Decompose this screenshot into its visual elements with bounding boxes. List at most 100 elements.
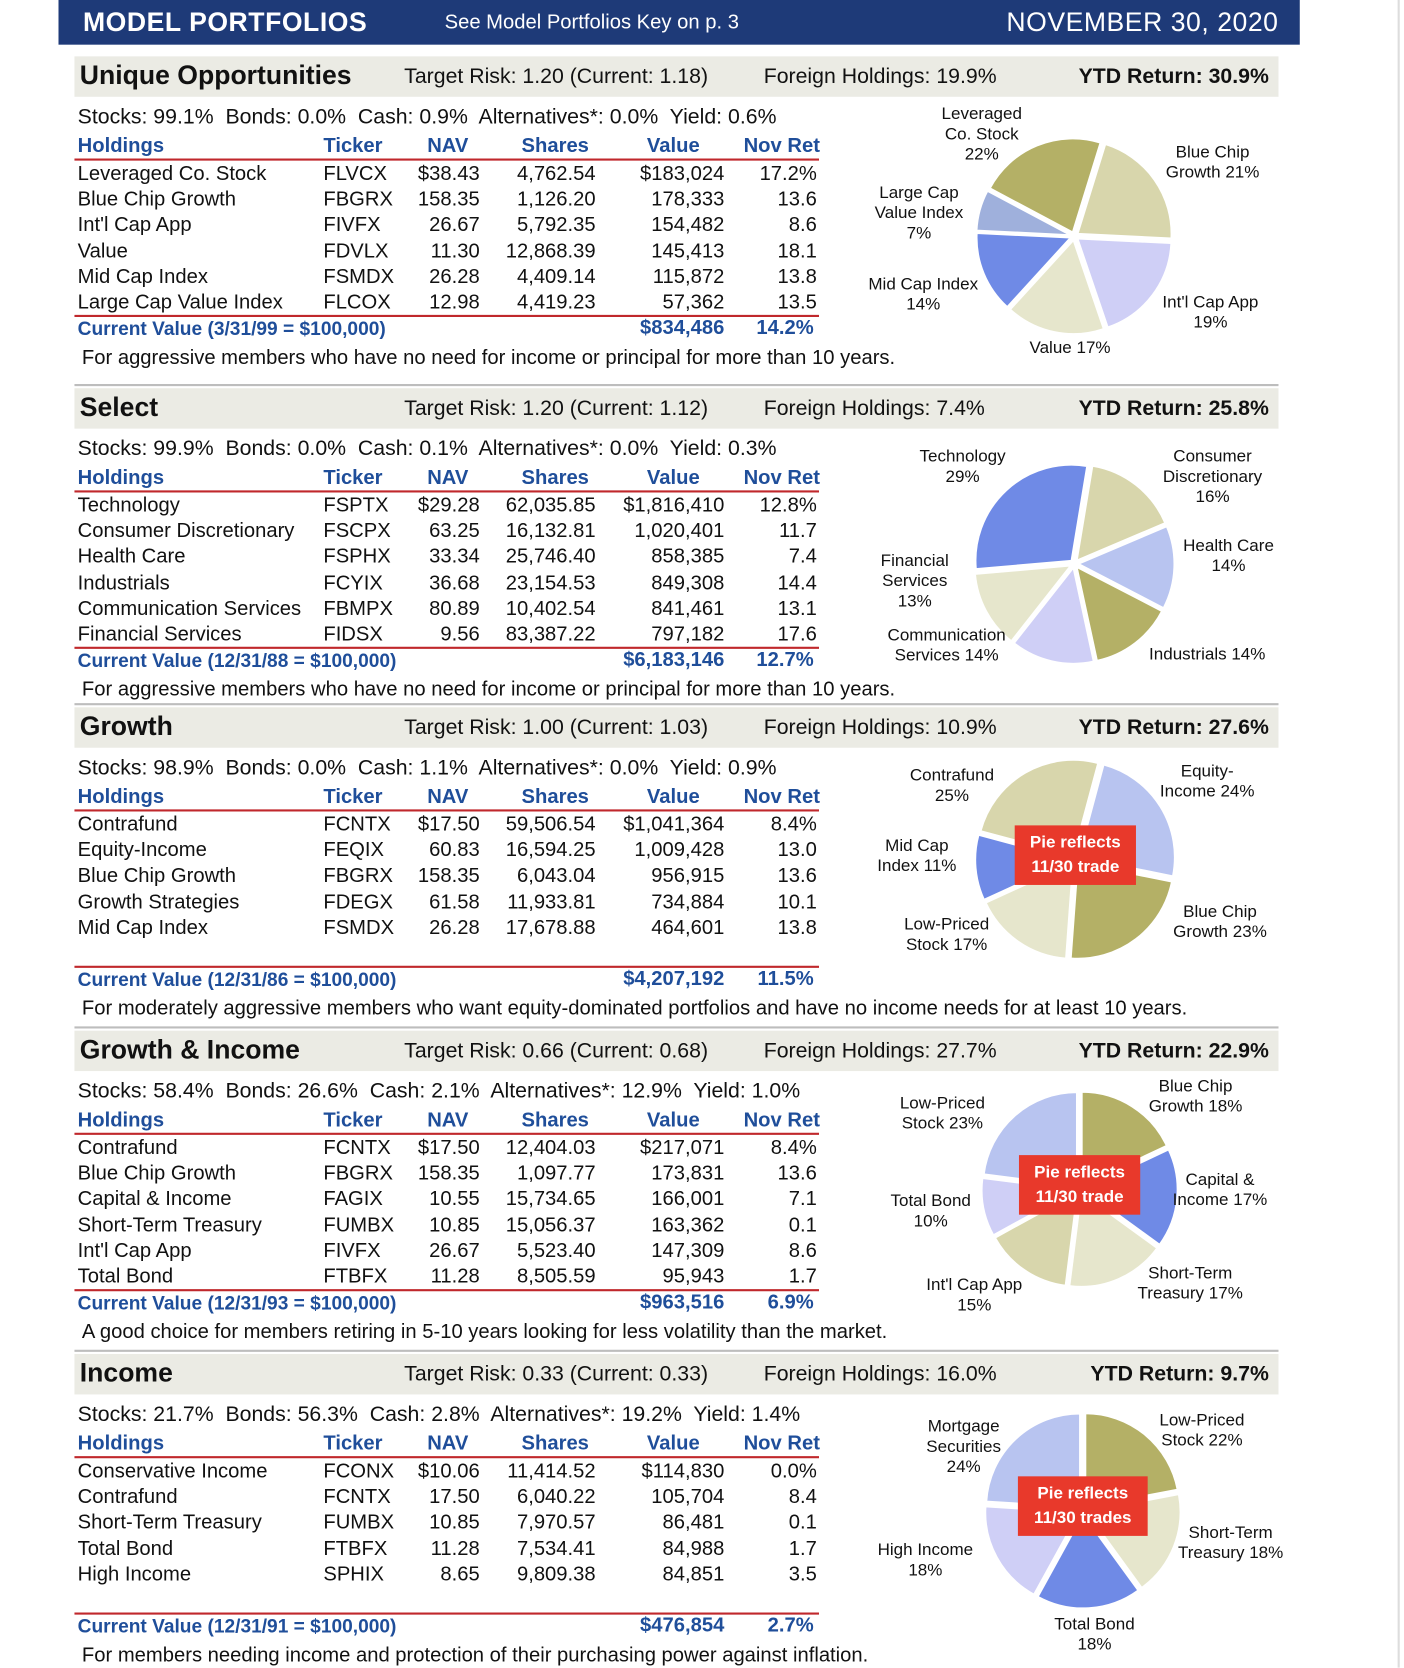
slice-value: 11% (923, 857, 957, 876)
title-band (74, 1030, 1279, 1072)
pie-slice (994, 1191, 1079, 1287)
pie-slice (974, 564, 1073, 643)
table-cell: Short-Term Treasury (77, 1214, 262, 1237)
slice-name: Low-Priced Stock (904, 915, 990, 955)
slice-name: Mortgage Securities (926, 1417, 1002, 1457)
target-risk: Target Risk: 1.00 (Current: 1.03) (404, 715, 709, 740)
table-cell: Growth Strategies (77, 890, 240, 914)
pie-slice (1009, 238, 1105, 335)
slice-name: Technology (919, 447, 1006, 466)
portfolio-name: Growth & Income (79, 1034, 300, 1065)
pie-slice (1076, 525, 1176, 610)
table-cell: 5,792.35 (516, 214, 596, 237)
allocation: Stocks: 98.9% Bonds: 0.0% Cash: 1.1% Alt… (77, 756, 777, 780)
slice-name: Int'l Cap App (926, 1276, 1023, 1295)
pie-label: Large Cap Value Index 7% (860, 183, 977, 244)
header-title: MODEL PORTFOLIOS (82, 7, 368, 38)
table-cell: 8.4 (788, 1486, 817, 1509)
table-cell: FCNTX (323, 1486, 391, 1509)
table-cell: 8.4% (770, 813, 817, 837)
slice-name: Blue Chip Growth (1173, 903, 1257, 942)
table-cell: 8.65 (440, 1563, 480, 1586)
pie-badge: Pie reflects 11/30 trade (1014, 825, 1136, 885)
ytd-return: YTD Return: 9.7% (1090, 1362, 1269, 1386)
table-cell: 464,601 (651, 916, 725, 939)
slice-name: Blue Chip Growth (1165, 143, 1250, 182)
pie-slice (975, 189, 1071, 236)
foreign-holdings: Foreign Holdings: 27.7% (763, 1039, 997, 1063)
title-band (74, 1354, 1279, 1395)
pie-label: Consumer Discretionary 16% (1149, 447, 1277, 508)
ytd-return: YTD Return: 22.9% (1078, 1039, 1269, 1063)
total-label: Current Value (12/31/86 = $100,000) (77, 968, 397, 991)
column-header: Holdings (77, 135, 165, 158)
column-header: Nov Ret (743, 786, 820, 809)
table-cell: FBGRX (323, 188, 393, 211)
table-cell: $38.43 (417, 162, 480, 186)
table-cell: 13.6 (777, 865, 817, 888)
table-cell: 10.85 (429, 1214, 480, 1237)
table-cell: Contrafund (77, 813, 178, 837)
table-cell: 7,970.57 (516, 1511, 596, 1535)
table-cell: Industrials (77, 571, 170, 595)
slice-value: 29% (945, 468, 980, 487)
table-cell: 8.4% (770, 1137, 817, 1160)
column-header: Holdings (77, 1432, 165, 1456)
ytd-return: YTD Return: 27.6% (1078, 715, 1269, 740)
column-header: Nov Ret (743, 1109, 820, 1132)
pie-label: Low-Priced Stock 23% (895, 1093, 991, 1133)
column-header: Nov Ret (743, 135, 820, 158)
table-cell: 849,308 (651, 571, 725, 595)
table-cell: FCYIX (323, 571, 383, 595)
total-value: $834,486 (640, 316, 725, 340)
table-cell: 16,594.25 (505, 839, 596, 862)
table-cell: Equity-Income (77, 839, 207, 862)
pie-label: Financial Services 13% (872, 551, 957, 612)
pie-label: Capital & Income 17% (1172, 1170, 1268, 1210)
table-cell: 7.4 (788, 546, 817, 569)
table-cell: 13.6 (777, 1162, 817, 1186)
table-cell: 10,402.54 (505, 597, 596, 620)
column-header: Nov Ret (743, 1432, 820, 1456)
table-cell: 1,020,401 (634, 520, 725, 543)
slice-name: Consumer Discretionary (1162, 447, 1263, 487)
table-cell: 80.89 (429, 597, 480, 620)
table-cell: 12.8% (759, 494, 817, 517)
table-cell: 26.28 (429, 265, 480, 289)
ytd-return: YTD Return: 30.9% (1078, 64, 1269, 89)
portfolio-name: Income (79, 1358, 173, 1389)
pie-label: Leveraged Co. Stock 22% (929, 104, 1035, 165)
description: For moderately aggressive members who wa… (81, 997, 1188, 1021)
table-cell: 1.7 (788, 1537, 817, 1560)
table-cell: 86,481 (662, 1511, 725, 1535)
table-cell: Financial Services (77, 623, 242, 646)
table-cell: Contrafund (77, 1486, 178, 1509)
slice-name: Mid Cap Index (877, 837, 949, 876)
total-value: $4,207,192 (623, 967, 725, 991)
table-cell: 36.68 (429, 571, 480, 595)
pie-label: Health Care 14% (1170, 536, 1287, 576)
total-return: 11.5% (757, 967, 814, 991)
table-cell: SPHIX (323, 1563, 385, 1586)
column-header: Value (646, 135, 700, 158)
table-cell: 173,831 (651, 1162, 725, 1186)
slice-value: 22% (1208, 1431, 1243, 1450)
table-cell: FSPTX (323, 494, 389, 517)
pie-label: Mid Cap Index 11% (869, 836, 965, 876)
total-value: $476,854 (640, 1614, 725, 1637)
table-cell: 9,809.38 (516, 1563, 596, 1586)
column-header: NAV (427, 135, 469, 158)
table-cell: 163,362 (651, 1214, 725, 1237)
slice-value: 24% (946, 1458, 981, 1477)
column-header: Ticker (323, 466, 383, 490)
table-cell: 11.7 (779, 520, 817, 543)
table-cell: 797,182 (651, 623, 725, 646)
table-cell: 84,851 (662, 1563, 725, 1586)
table-cell: 13.8 (777, 265, 817, 289)
header-bar (58, 0, 1300, 45)
table-cell: 26.67 (429, 214, 480, 237)
table-cell: $29.28 (417, 494, 480, 517)
pie-label: Total Bond 10% (883, 1191, 979, 1231)
table-cell: 6,040.22 (516, 1486, 596, 1509)
pie-slice (975, 232, 1073, 308)
